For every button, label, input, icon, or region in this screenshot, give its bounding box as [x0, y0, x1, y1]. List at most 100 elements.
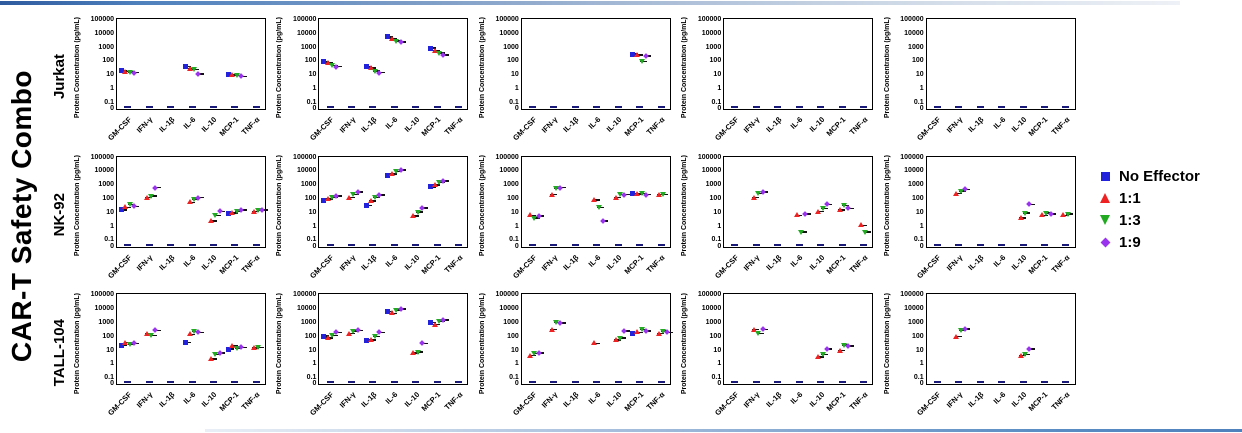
data-point-triangle-down — [371, 334, 378, 340]
data-point-triangle-up — [143, 330, 150, 336]
data-point-diamond — [440, 52, 447, 58]
subplot-tall-104-5: Protein Concentration (pg/mL) 100000 10000… — [882, 283, 1084, 421]
y-tick-label: 100 — [507, 57, 519, 65]
data-point-triangle-down — [414, 209, 421, 215]
data-point-triangle-down — [957, 328, 964, 334]
data-point-triangle-up — [815, 354, 822, 360]
data-point-triangle-down — [148, 333, 155, 339]
data-point-triangle-down — [414, 349, 421, 355]
y-tick-label: 10000 — [499, 305, 519, 313]
y-tick-label: 0 — [717, 380, 722, 388]
data-point-diamond — [557, 184, 563, 191]
subplot-nk-92-3: Protein Concentration (pg/mL) 100000 10000… — [477, 146, 679, 284]
y-tick-label: 10000 — [904, 167, 924, 175]
y-tick-label: 10 — [713, 346, 722, 354]
y-axis-tick-labels: 100000 10000 1000 100 10 1 0.1 0 — [285, 154, 318, 256]
y-tick-label: 0.1 — [711, 98, 722, 106]
data-point-triangle-down — [957, 188, 964, 194]
data-point-triangle-up — [122, 204, 129, 210]
baseline-zero-dash — [636, 106, 644, 108]
baseline-zero-dash — [529, 243, 537, 246]
data-point-triangle-down — [126, 69, 133, 75]
subplots-row-jurkat: Protein Concentration (pg/mL) 100000 10000… — [72, 8, 1084, 146]
data-point-square — [428, 184, 434, 190]
y-tick-label: 10000 — [701, 29, 722, 37]
data-point-triangle-down — [862, 229, 869, 235]
data-point-square — [225, 211, 231, 217]
baseline-zero-dash — [369, 243, 377, 246]
plot-area — [723, 293, 874, 386]
data-point-triangle-down — [371, 195, 378, 201]
data-point-triangle-up — [250, 345, 257, 351]
baseline-zero-dash — [529, 381, 537, 384]
y-tick-label: 100000 — [697, 291, 722, 299]
baseline-zero-dash — [231, 106, 239, 108]
y-tick-label: 10000 — [296, 167, 317, 175]
data-point-triangle-down — [819, 352, 826, 358]
x-axis-labels: GM-CSF IFN-γ IL-1β IL-6 IL-10 MCP-1 TNF-α — [106, 250, 266, 290]
y-tick-label: 100 — [911, 195, 924, 203]
y-tick-label: 0 — [919, 380, 924, 388]
baseline-zero-dash — [817, 106, 825, 108]
y-tick-label: 1000 — [300, 318, 317, 326]
baseline-zero-dash — [976, 381, 984, 384]
data-point-diamond — [823, 346, 830, 352]
y-tick-label: 10 — [915, 208, 924, 216]
baseline-zero-dash — [998, 381, 1006, 384]
plot-area — [116, 155, 268, 248]
data-point-triangle-up — [634, 191, 641, 197]
y-axis-title: Protein Concentration (pg/mL) — [276, 155, 284, 257]
subplot-nk-92-4: Protein Concentration (pg/mL) 100000 10000… — [679, 146, 881, 284]
data-point-triangle-down — [190, 67, 197, 73]
plot-row-tall-104: TALL-104 Protein Concentration (pg/mL) 10… — [46, 283, 1084, 421]
baseline-zero-dash — [550, 381, 558, 384]
data-point-triangle-up — [346, 194, 353, 200]
y-tick-label: 0 — [110, 105, 114, 112]
y-axis-tick-labels: 100000 10000 1000 100 10 1 0.1 0 — [83, 154, 116, 256]
y-tick-label: 1000 — [705, 318, 722, 326]
x-axis-labels: GM-CSF IFN-γ IL-1β IL-6 IL-10 MCP-1 TNF-α — [511, 112, 671, 152]
y-tick-label: 0 — [717, 242, 722, 250]
baseline-zero-dash — [433, 243, 441, 246]
data-point-triangle-up — [208, 355, 214, 361]
y-tick-label: 1000 — [908, 43, 924, 51]
subplot-jurkat-5: Protein Concentration (pg/mL) 100000 10000… — [882, 8, 1084, 146]
baseline-zero-dash — [455, 243, 463, 246]
legend: No Effector 1:1 1:3 1:9 — [1098, 165, 1200, 253]
subplot-tall-104-3: Protein Concentration (pg/mL) 100000 10000… — [477, 283, 679, 421]
data-point-triangle-up — [143, 194, 150, 200]
baseline-zero-dash — [348, 106, 356, 108]
baseline-zero-dash — [326, 106, 334, 108]
plot-wrap: GM-CSF IFN-γ IL-1β IL-6 IL-10 MCP-1 TNF-α — [511, 293, 679, 421]
data-point-triangle-up — [953, 190, 960, 196]
data-point-square — [385, 173, 391, 179]
y-tick-label: 10000 — [296, 29, 317, 37]
data-point-triangle-down — [436, 50, 443, 56]
y-axis-title: Protein Concentration (pg/mL) — [276, 292, 284, 394]
legend-item-1-3: 1:3 — [1098, 209, 1200, 231]
square-marker-icon — [1098, 171, 1112, 181]
x-axis-labels: GM-CSF IFN-γ IL-1β IL-6 IL-10 MCP-1 TNF-α — [106, 112, 266, 152]
y-tick-label: 0.1 — [509, 374, 519, 382]
baseline-zero-dash — [1019, 106, 1027, 108]
baseline-zero-dash — [838, 243, 846, 246]
data-point-triangle-up — [431, 321, 438, 327]
baseline-zero-dash — [1019, 381, 1027, 384]
data-point-triangle-down — [617, 192, 624, 198]
y-tick-label: 10 — [511, 346, 519, 354]
data-point-triangle-up — [612, 194, 619, 200]
plot-area — [318, 18, 469, 110]
baseline-zero-dash — [817, 243, 825, 246]
baseline-zero-dash — [657, 106, 665, 108]
data-point-triangle-down — [659, 192, 666, 198]
data-point-triangle-down — [350, 328, 357, 334]
y-tick-label: 100 — [304, 57, 317, 65]
data-point-triangle-up — [229, 72, 236, 78]
data-point-triangle-down — [1021, 352, 1028, 358]
data-point-triangle-up — [655, 191, 662, 197]
plot-wrap: GM-CSF IFN-γ IL-1β IL-6 IL-10 MCP-1 TNF-α — [713, 18, 881, 146]
data-point-triangle-up — [548, 326, 555, 332]
y-axis-tick-labels: 100000 10000 1000 100 10 1 0.1 0 — [690, 154, 723, 256]
y-tick-label: 100000 — [90, 291, 114, 299]
y-tick-label: 10 — [511, 71, 519, 79]
